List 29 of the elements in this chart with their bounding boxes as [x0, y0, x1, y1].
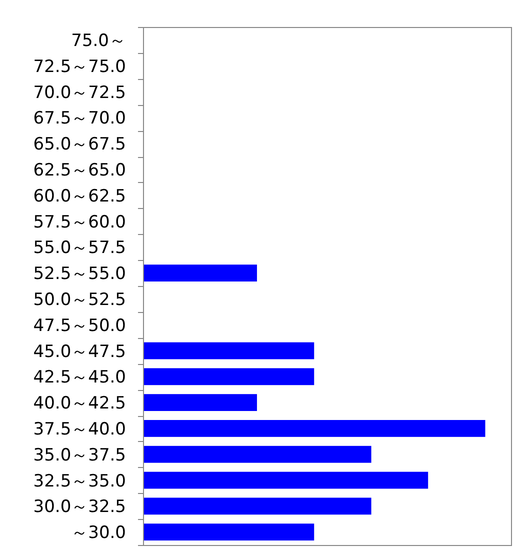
- y-tick-label: 35.0～37.5: [33, 445, 126, 466]
- y-tick-label: 30.0～32.5: [33, 497, 126, 518]
- y-tick-label: 45.0～47.5: [33, 342, 126, 362]
- y-tick-label: 55.0～57.5: [33, 238, 126, 258]
- y-tick-label: 65.0～67.5: [33, 134, 126, 155]
- bar: [143, 524, 314, 540]
- y-tick-label: 67.5～70.0: [33, 108, 126, 129]
- y-tick-label: 52.5～55.0: [33, 264, 126, 284]
- y-tick-label: 32.5～35.0: [33, 471, 126, 492]
- y-tick-label: 60.0～62.5: [33, 186, 126, 206]
- bar: [143, 342, 314, 360]
- y-tick-label: 57.5～60.0: [33, 212, 126, 232]
- y-tick-label: 47.5～50.0: [33, 316, 126, 336]
- bar: [143, 264, 257, 282]
- y-tick-label: 75.0～: [71, 30, 126, 51]
- bar: [143, 446, 372, 463]
- y-tick-label: 72.5～75.0: [33, 56, 126, 77]
- y-tick-label: 37.5～40.0: [33, 419, 126, 440]
- y-tick-label: 40.0～42.5: [33, 394, 126, 414]
- y-tick-label: 50.0～52.5: [33, 290, 126, 310]
- bar: [143, 498, 372, 515]
- bar: [143, 394, 257, 411]
- bar: [143, 472, 428, 489]
- bar: [143, 420, 486, 437]
- y-tick-label: ～30.0: [71, 523, 126, 544]
- y-tick-label: 70.0～72.5: [33, 82, 126, 103]
- bar: [143, 368, 314, 386]
- y-tick-label: 62.5～65.0: [33, 160, 126, 180]
- y-tick-label: 42.5～45.0: [33, 368, 126, 388]
